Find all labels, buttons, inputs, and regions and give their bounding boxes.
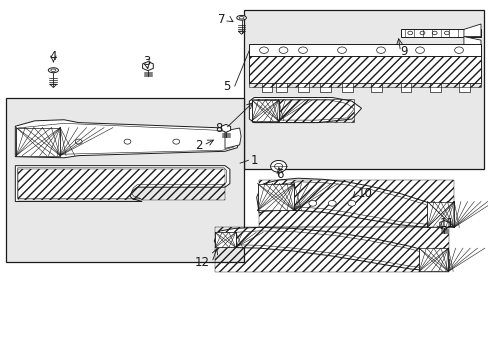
Bar [16, 128, 60, 156]
Polygon shape [142, 62, 153, 71]
Polygon shape [249, 44, 480, 56]
Circle shape [419, 31, 424, 35]
Bar [244, 10, 484, 169]
Circle shape [75, 139, 82, 144]
Bar [5, 98, 244, 262]
Polygon shape [15, 120, 239, 158]
Text: 10: 10 [357, 187, 372, 200]
Polygon shape [463, 24, 480, 37]
Polygon shape [458, 83, 469, 92]
Ellipse shape [236, 15, 246, 20]
Polygon shape [256, 178, 453, 227]
Bar [251, 99, 353, 122]
Text: 7: 7 [218, 13, 225, 26]
Bar [427, 202, 453, 227]
Polygon shape [341, 83, 352, 92]
Text: 1: 1 [250, 154, 257, 167]
Polygon shape [320, 83, 330, 92]
Bar [257, 184, 294, 211]
Polygon shape [214, 227, 448, 271]
Polygon shape [429, 83, 440, 92]
Text: 11: 11 [439, 217, 454, 230]
Text: 12: 12 [194, 256, 209, 269]
Polygon shape [439, 221, 448, 228]
Circle shape [308, 201, 316, 206]
Circle shape [337, 47, 346, 53]
Circle shape [376, 47, 385, 53]
Text: 5: 5 [223, 80, 230, 93]
Ellipse shape [48, 68, 58, 73]
Circle shape [454, 47, 463, 53]
Polygon shape [400, 83, 410, 92]
Polygon shape [463, 37, 480, 45]
Text: 8: 8 [215, 122, 222, 135]
Polygon shape [261, 83, 272, 92]
Bar [249, 56, 480, 87]
Polygon shape [15, 166, 229, 202]
Bar [259, 180, 453, 226]
Polygon shape [50, 84, 57, 87]
Polygon shape [298, 83, 308, 92]
Text: 9: 9 [400, 45, 407, 58]
Bar [18, 169, 224, 201]
Circle shape [347, 201, 355, 206]
Circle shape [270, 161, 286, 172]
Circle shape [298, 47, 307, 53]
Text: 3: 3 [143, 55, 150, 68]
Circle shape [274, 163, 282, 169]
Bar [215, 227, 448, 272]
Polygon shape [370, 83, 381, 92]
Polygon shape [249, 56, 480, 83]
Bar [251, 100, 278, 121]
Circle shape [124, 139, 131, 144]
Polygon shape [221, 125, 230, 132]
Bar [418, 248, 447, 271]
Circle shape [431, 31, 436, 35]
Circle shape [444, 31, 448, 35]
Circle shape [415, 47, 424, 53]
Text: 4: 4 [49, 50, 57, 63]
Circle shape [259, 47, 268, 53]
Polygon shape [238, 31, 244, 34]
Polygon shape [249, 98, 361, 123]
Polygon shape [400, 30, 480, 37]
Polygon shape [224, 128, 241, 148]
Circle shape [172, 139, 179, 144]
Circle shape [279, 47, 287, 53]
Polygon shape [276, 83, 286, 92]
Bar [215, 232, 235, 247]
Text: 6: 6 [275, 168, 283, 181]
Circle shape [407, 31, 412, 35]
Text: 2: 2 [195, 139, 202, 152]
Circle shape [328, 201, 335, 206]
